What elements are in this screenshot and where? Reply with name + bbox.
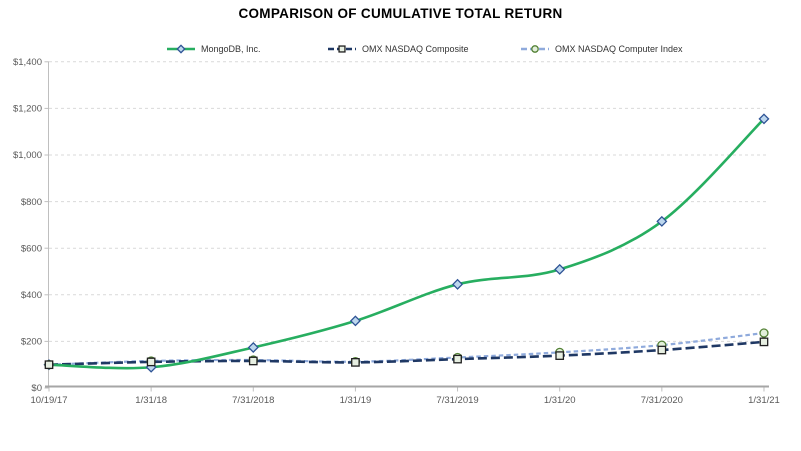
legend-swatch-nasdaq-composite-icon [328,45,356,53]
chart-title: COMPARISON OF CUMULATIVE TOTAL RETURN [238,6,563,21]
legend-swatch-mongodb-icon [167,44,195,54]
y-axis-tick-label: $800 [21,197,42,208]
legend-label-nasdaq-composite: OMX NASDAQ Composite [362,44,469,54]
y-axis-tick-label: $400 [21,290,42,301]
data-point-marker-diamond [452,278,464,290]
x-axis-tick-label: 1/31/19 [340,395,372,406]
data-point-marker-diamond [758,113,770,125]
data-point-marker-diamond [656,215,668,227]
data-point-marker-square [759,337,769,347]
data-point-marker-square [338,45,346,53]
y-axis-tick-label: $200 [21,337,42,348]
data-point-marker-diamond [247,341,259,353]
legend-label-nasdaq-computer-index: OMX NASDAQ Computer Index [555,44,683,54]
data-point-marker-square [351,358,360,367]
y-axis-tick-label: $600 [21,243,42,254]
legend-swatch-nasdaq-computer-icon [521,45,549,53]
data-point-marker-circle [531,45,539,53]
series-line-omx-nasdaq-composite [48,340,765,366]
x-axis-tick-label: 7/31/2018 [232,395,274,406]
x-axis-tick-label: 1/31/20 [544,395,576,406]
data-point-marker-square [555,351,565,360]
data-point-marker-square [657,345,667,355]
data-point-marker-square [453,354,462,364]
x-axis-tick-label: 10/19/17 [31,395,68,406]
chart-legend: MongoDB, Inc. OMX NASDAQ Composite OMX N… [0,41,801,57]
legend-item-nasdaq-composite: OMX NASDAQ Composite [327,41,469,57]
data-point-marker-square [248,356,258,366]
data-point-marker-circle [759,328,769,338]
data-point-marker-diamond [554,263,566,275]
data-point-marker-square [44,360,54,370]
legend-label-mongodb: MongoDB, Inc. [201,44,261,54]
y-axis-tick-label: $1,000 [13,150,42,161]
y-axis-tick-label: $1,200 [13,104,42,115]
data-point-marker-diamond [349,315,361,327]
data-point-marker-square [146,357,156,367]
x-axis-tick-label: 1/31/18 [135,395,167,406]
series-line-omx-nasdaq-computer-index [48,331,765,366]
data-point-marker-diamond [176,44,186,54]
y-axis-tick-label: $1,400 [13,57,42,68]
x-axis-tick-label: 1/31/21 [748,395,780,406]
x-axis-tick-label: 7/31/2019 [436,395,478,406]
x-axis-tick-label: 7/31/2020 [641,395,683,406]
legend-item-nasdaq-computer-index: OMX NASDAQ Computer Index [520,41,683,57]
y-axis-tick-label: $0 [31,383,42,394]
series-line-mongodb [48,117,765,370]
legend-item-mongodb: MongoDB, Inc. [166,41,261,57]
